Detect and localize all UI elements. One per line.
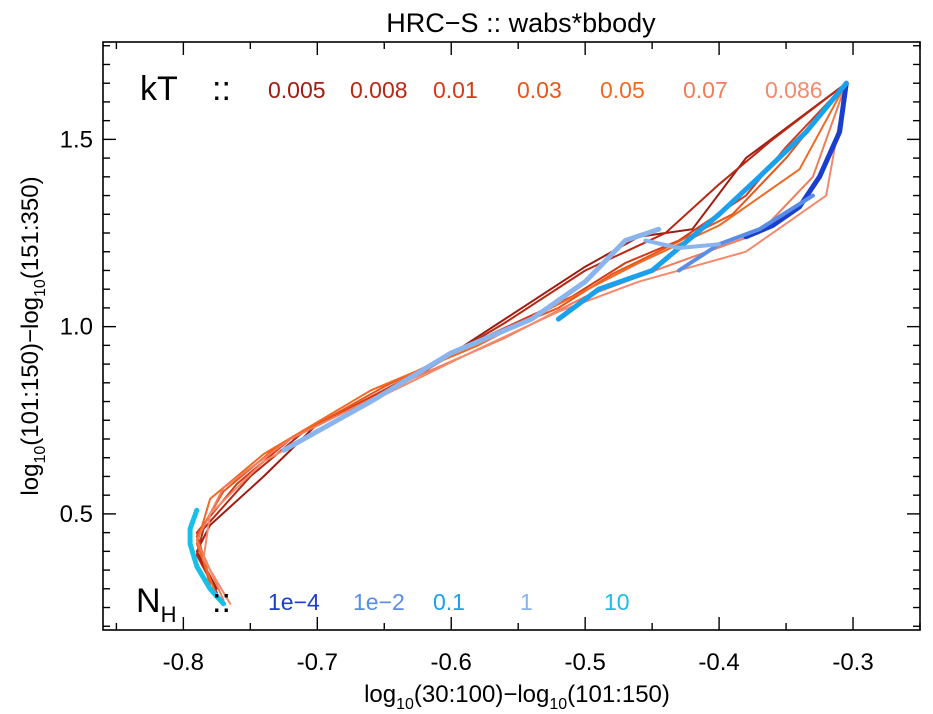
legend-kt: kT :: 0.005 0.008 0.01 0.03 0.05 0.07 0.086 <box>140 70 823 108</box>
legend-nh-separator: :: <box>212 582 231 620</box>
y-axis-label-sub1: 10 <box>32 446 49 464</box>
x-tick-label: -0.7 <box>297 649 338 676</box>
nh-series-line-10 <box>281 226 662 453</box>
legend-nh-entries: 1e−4 1e−2 0.1 1 10 <box>268 589 630 615</box>
legend-kt-label: kT <box>140 70 178 108</box>
legend-nh-entry: 1e−4 <box>268 589 320 615</box>
x-tick-label: -0.3 <box>832 649 873 676</box>
legend-kt-entry: 0.03 <box>517 77 562 103</box>
chart-title: HRC−S :: wabs*bbody <box>386 8 656 38</box>
x-axis-label-post: (101:150) <box>567 681 670 708</box>
x-axis-label: log10(30:100)−log10(101:150) <box>364 681 670 713</box>
plot-frame <box>102 41 921 631</box>
legend-nh-label-sub: H <box>161 602 177 627</box>
y-tick-label: 1.0 <box>60 314 93 341</box>
legend-nh-entry: 0.1 <box>433 589 465 615</box>
legend-kt-entry: 0.05 <box>600 77 645 103</box>
legend-kt-separator: :: <box>212 70 231 108</box>
x-tick-label: -0.4 <box>698 649 739 676</box>
nh-series-line-9 <box>555 80 849 322</box>
legend-kt-entries: 0.005 0.008 0.01 0.03 0.05 0.07 0.086 <box>268 77 823 103</box>
kt-series-line-4 <box>195 82 848 598</box>
y-axis-label: log10(101:150)−log10(151:350) <box>17 176 49 495</box>
nh-series-line-7 <box>743 80 849 240</box>
kt-series-line-1 <box>195 82 848 594</box>
x-axis-label-sub1: 10 <box>396 696 414 713</box>
kt-series-line-5 <box>195 82 848 601</box>
x-axis: -0.8 -0.7 -0.6 -0.5 -0.4 -0.3 <box>115 42 921 676</box>
y-tick-label: 0.5 <box>60 501 93 528</box>
nh-series-line-12 <box>187 507 226 607</box>
legend-nh-entry: 1 <box>520 589 533 615</box>
legend-nh: NH :: 1e−4 1e−2 0.1 1 10 <box>136 582 630 627</box>
x-axis-label-mid: (30:100)−log <box>414 681 549 708</box>
x-tick-label: -0.8 <box>163 649 204 676</box>
y-tick-label: 1.5 <box>60 126 93 153</box>
legend-nh-label: NH <box>136 582 176 627</box>
x-axis-label-sub2: 10 <box>549 696 567 713</box>
legend-kt-entry: 0.07 <box>683 77 728 103</box>
legend-kt-entry: 0.008 <box>350 77 408 103</box>
x-tick-label: -0.6 <box>431 649 472 676</box>
x-axis-label-pre: log <box>364 681 396 708</box>
legend-nh-entry: 10 <box>604 589 630 615</box>
legend-nh-label-main: N <box>136 582 161 620</box>
x-tick-label: -0.5 <box>564 649 605 676</box>
nh-series-line-11 <box>643 238 722 250</box>
y-axis: 0.5 1.0 1.5 <box>60 45 920 627</box>
legend-nh-entry: 1e−2 <box>353 589 405 615</box>
legend-kt-entry: 0.086 <box>765 77 823 103</box>
kt-series-line-2 <box>195 82 848 583</box>
kt-series-line-6 <box>202 82 848 605</box>
series-layer <box>187 80 849 607</box>
y-axis-label-post: (151:350) <box>17 176 44 279</box>
y-axis-label-pre: log <box>17 464 44 496</box>
legend-kt-entry: 0.01 <box>433 77 478 103</box>
nh-series-line-8 <box>676 193 815 273</box>
legend-kt-entry: 0.005 <box>268 77 326 103</box>
y-axis-label-mid: (101:150)−log <box>17 297 44 446</box>
y-axis-label-sub2: 10 <box>32 279 49 297</box>
